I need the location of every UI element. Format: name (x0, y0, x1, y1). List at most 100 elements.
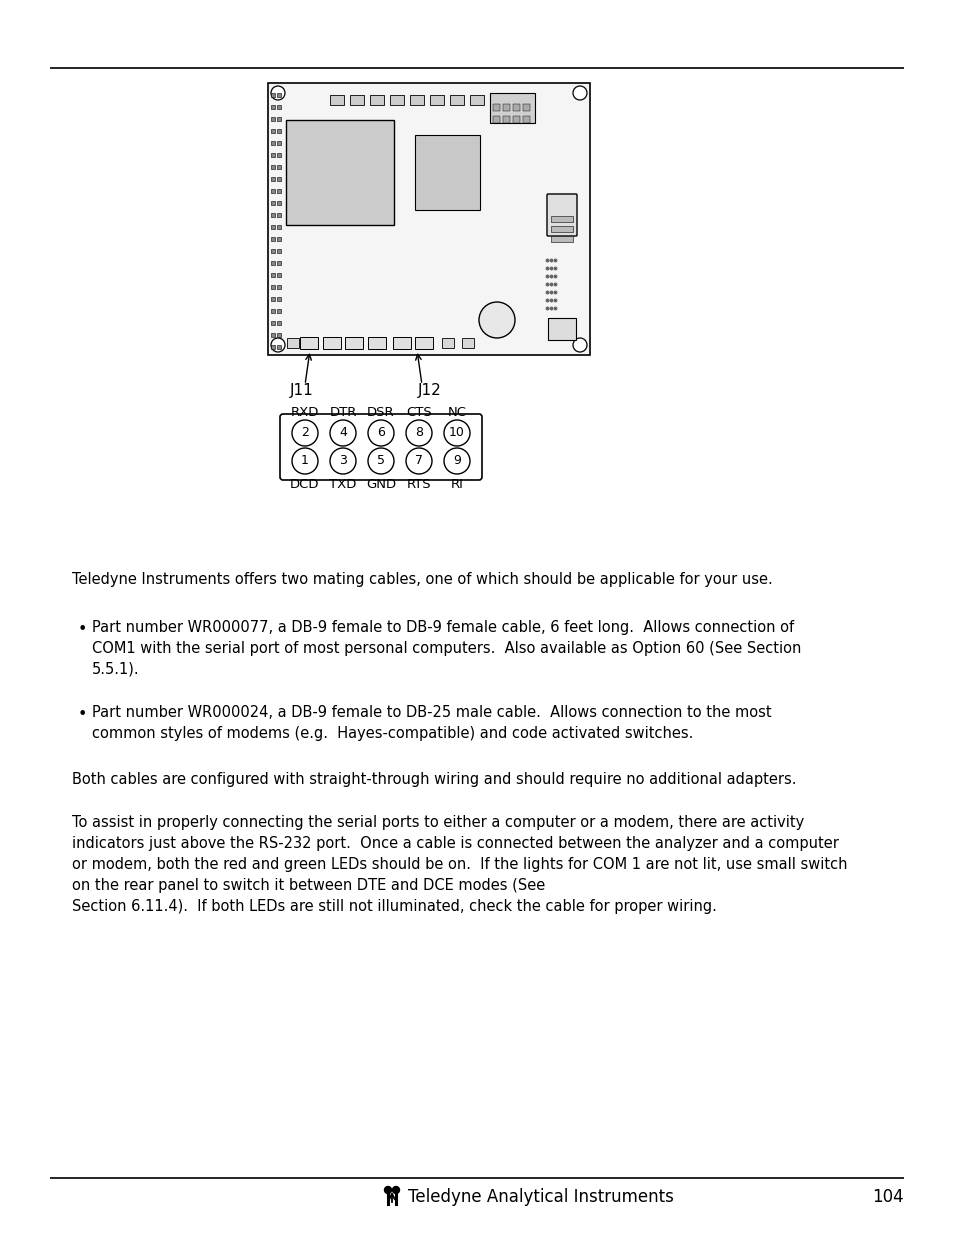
Bar (271, 117, 274, 121)
Bar (276, 321, 281, 325)
Bar (271, 141, 274, 144)
Text: NC: NC (447, 405, 466, 419)
Bar (547, 317, 576, 340)
Bar (271, 273, 274, 277)
Bar (276, 296, 281, 301)
Bar (271, 128, 274, 133)
Bar (368, 337, 386, 350)
Bar (350, 95, 364, 105)
Bar (271, 296, 274, 301)
Bar (276, 105, 281, 109)
Text: or modem, both the red and green LEDs should be on.  If the lights for COM 1 are: or modem, both the red and green LEDs sh… (71, 857, 846, 872)
Text: 10: 10 (449, 426, 464, 440)
Bar (276, 153, 281, 157)
Bar (271, 261, 274, 266)
Text: COM1 with the serial port of most personal computers.  Also available as Option : COM1 with the serial port of most person… (91, 641, 801, 656)
Text: Part number WR000077, a DB-9 female to DB-9 female cable, 6 feet long.  Allows c: Part number WR000077, a DB-9 female to D… (91, 620, 793, 635)
Bar (276, 165, 281, 169)
Bar (493, 104, 499, 111)
Bar (276, 201, 281, 205)
Text: RTS: RTS (406, 478, 431, 490)
Bar (276, 249, 281, 253)
Bar (276, 141, 281, 144)
Bar (271, 212, 274, 217)
Bar (551, 226, 573, 232)
Text: RXD: RXD (291, 405, 319, 419)
Text: common styles of modems (e.g.  Hayes-compatible) and code activated switches.: common styles of modems (e.g. Hayes-comp… (91, 726, 693, 741)
Bar (271, 189, 274, 193)
Bar (490, 93, 535, 124)
Bar (271, 225, 274, 228)
Circle shape (330, 448, 355, 474)
Text: 5: 5 (376, 454, 385, 468)
Text: Teledyne Analytical Instruments: Teledyne Analytical Instruments (408, 1188, 673, 1207)
Bar (441, 338, 454, 348)
Circle shape (271, 338, 285, 352)
Bar (522, 116, 530, 124)
Circle shape (368, 420, 394, 446)
Text: Part number WR000024, a DB-9 female to DB-25 male cable.  Allows connection to t: Part number WR000024, a DB-9 female to D… (91, 705, 771, 720)
Bar (276, 177, 281, 182)
Bar (276, 117, 281, 121)
Bar (271, 201, 274, 205)
Bar (276, 237, 281, 241)
Bar (430, 95, 443, 105)
Bar (276, 93, 281, 98)
Bar (268, 83, 589, 354)
Text: 6: 6 (376, 426, 384, 440)
Text: 8: 8 (415, 426, 422, 440)
Text: J12: J12 (417, 383, 441, 398)
Bar (470, 95, 483, 105)
Circle shape (292, 420, 317, 446)
Bar (271, 285, 274, 289)
Circle shape (330, 420, 355, 446)
Bar (410, 95, 423, 105)
Circle shape (368, 448, 394, 474)
Text: DCD: DCD (290, 478, 319, 490)
Text: GND: GND (366, 478, 395, 490)
Circle shape (271, 86, 285, 100)
Bar (271, 93, 274, 98)
Circle shape (406, 448, 432, 474)
Bar (271, 309, 274, 312)
Text: 7: 7 (415, 454, 422, 468)
Bar (551, 236, 573, 242)
Bar (271, 249, 274, 253)
Text: on the rear panel to switch it between DTE and DCE modes (See: on the rear panel to switch it between D… (71, 878, 545, 893)
Text: J11: J11 (290, 383, 314, 398)
Text: •: • (78, 706, 88, 722)
Bar (287, 338, 298, 348)
Text: 9: 9 (453, 454, 460, 468)
Bar (276, 225, 281, 228)
Circle shape (573, 86, 586, 100)
Bar (493, 116, 499, 124)
Bar (271, 345, 274, 350)
Bar (502, 104, 510, 111)
Text: CTS: CTS (406, 405, 432, 419)
Text: indicators just above the RS-232 port.  Once a cable is connected between the an: indicators just above the RS-232 port. O… (71, 836, 838, 851)
Circle shape (443, 448, 470, 474)
Circle shape (292, 448, 317, 474)
Bar (323, 337, 340, 350)
Text: RI: RI (450, 478, 463, 490)
Bar (450, 95, 463, 105)
Bar (299, 337, 317, 350)
Bar (276, 261, 281, 266)
Bar (393, 337, 411, 350)
Bar (415, 337, 433, 350)
Circle shape (443, 420, 470, 446)
Bar (513, 104, 519, 111)
Bar (345, 337, 363, 350)
Circle shape (392, 1187, 399, 1193)
Bar (461, 338, 474, 348)
Bar (513, 116, 519, 124)
Circle shape (406, 420, 432, 446)
Bar (390, 95, 403, 105)
Circle shape (478, 303, 515, 338)
Bar (551, 216, 573, 222)
Bar (370, 95, 384, 105)
Text: Section 6.11.4).  If both LEDs are still not illuminated, check the cable for pr: Section 6.11.4). If both LEDs are still … (71, 899, 716, 914)
Bar (502, 116, 510, 124)
Bar (271, 105, 274, 109)
Text: TXD: TXD (329, 478, 356, 490)
